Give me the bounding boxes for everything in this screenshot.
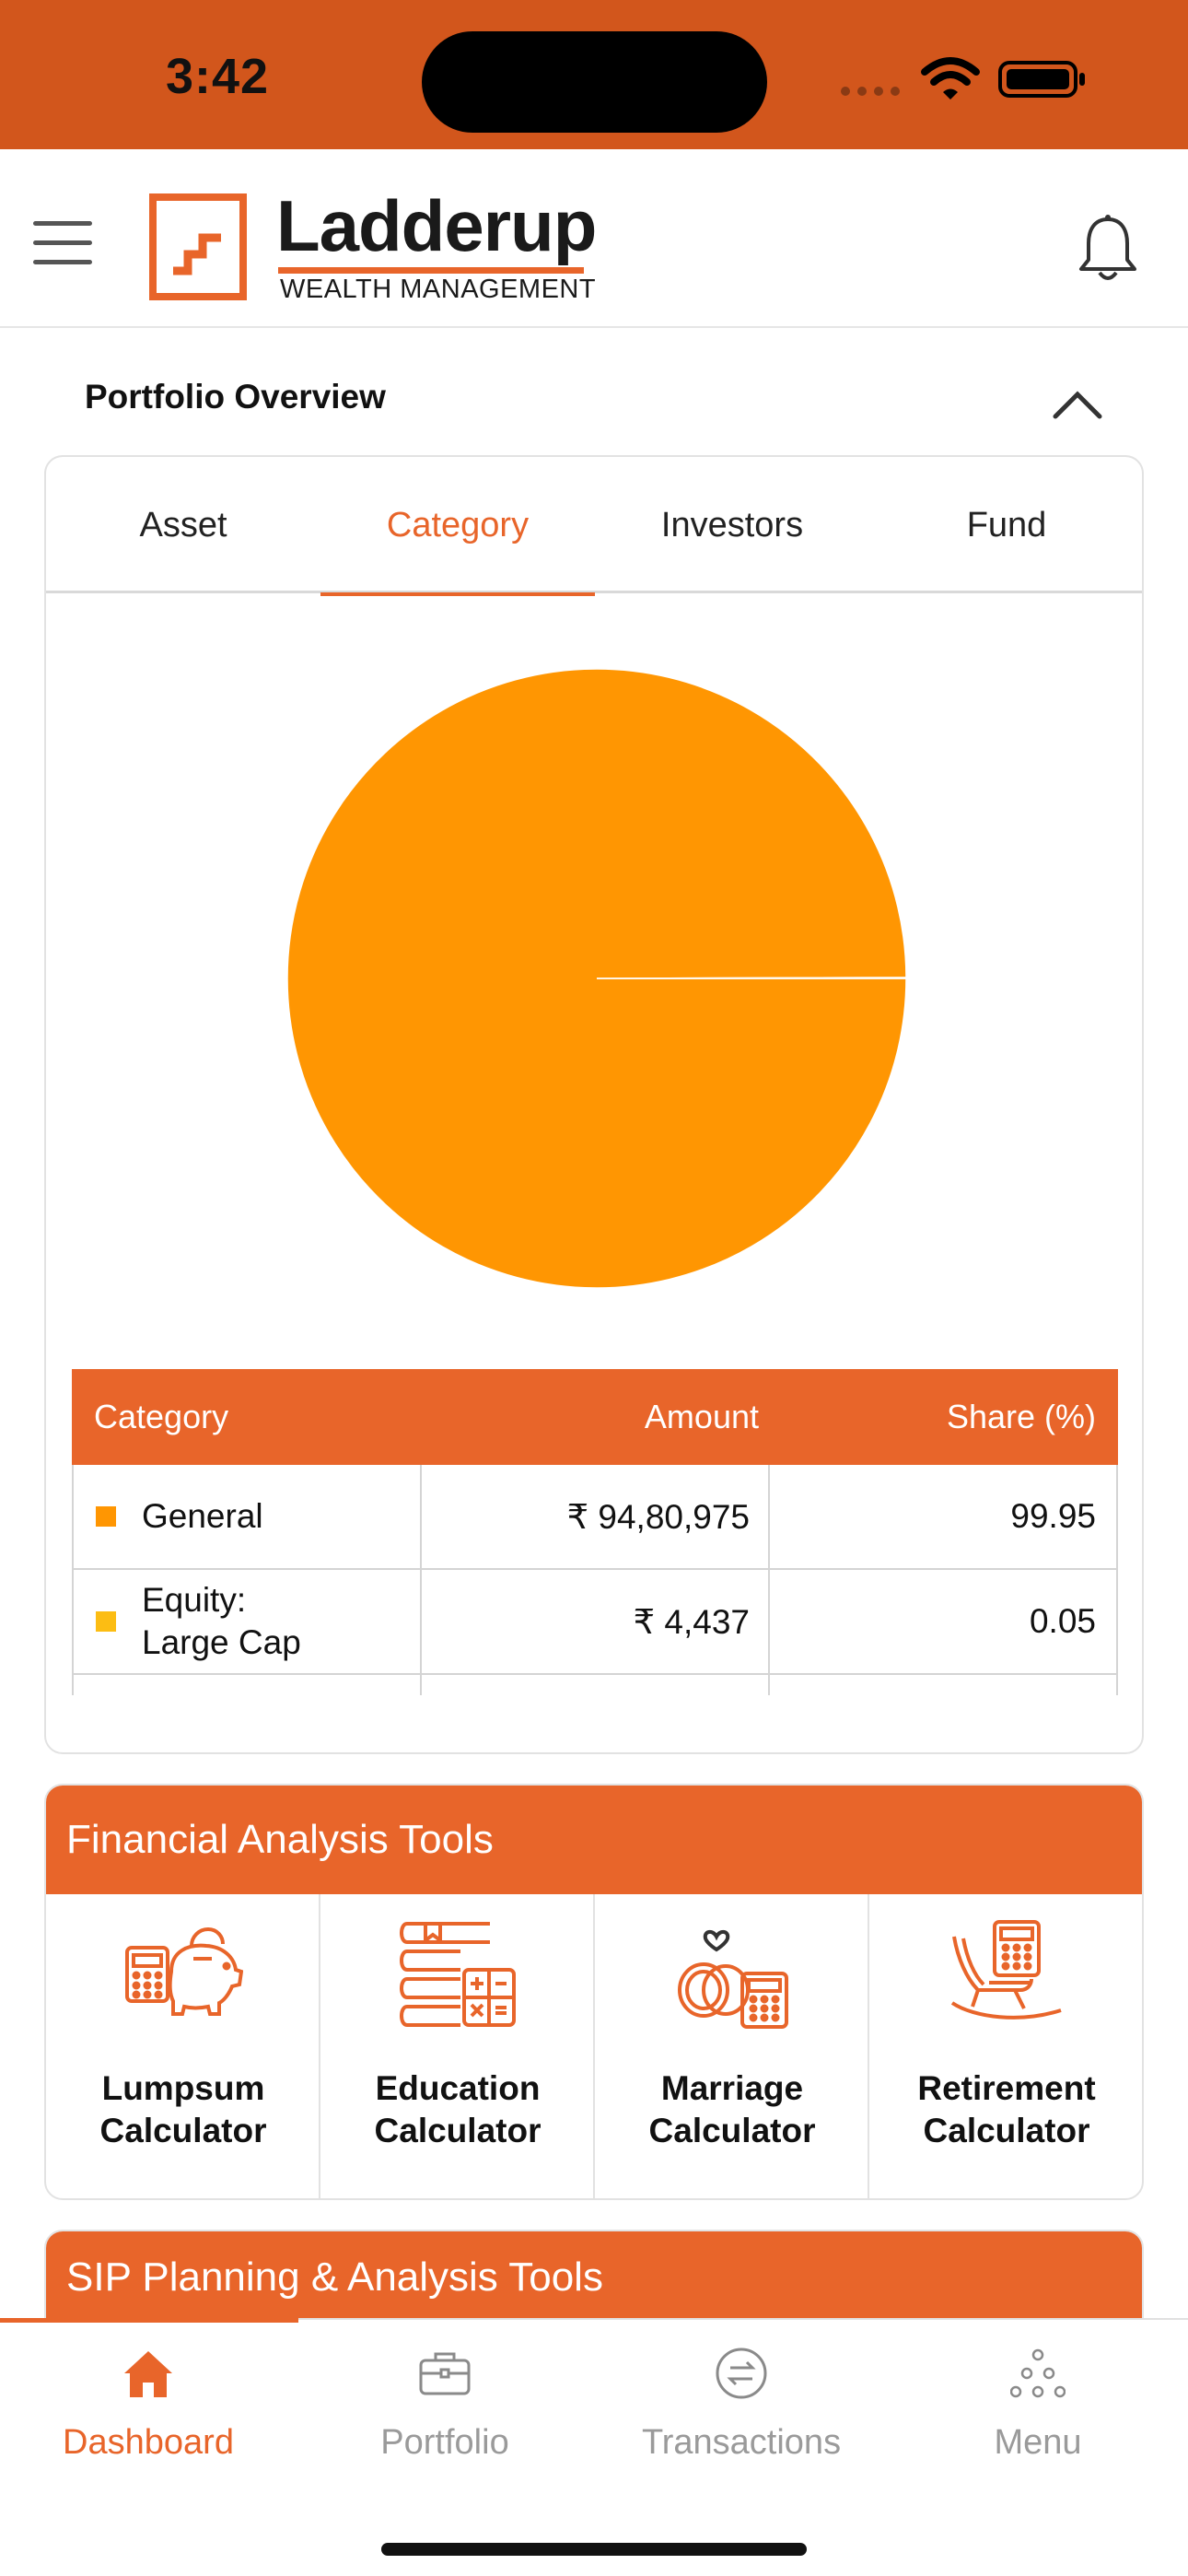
tool-label: Education Calculator [320, 2067, 595, 2152]
row-category: Equity: Large Cap [142, 1570, 301, 1673]
row-amount: ₹ 94,80,975 [566, 1497, 750, 1536]
tab-asset[interactable]: Asset [139, 505, 227, 544]
brand-underline [278, 267, 584, 274]
header-share: Share (%) [946, 1398, 1096, 1435]
portfolio-overview-title: Portfolio Overview [85, 378, 386, 416]
tool-label: Lumpsum Calculator [46, 2067, 320, 2152]
piggy-bank-calculator-icon [125, 1926, 243, 2016]
ladderup-logo-icon [149, 193, 247, 300]
tab-fund[interactable]: Fund [966, 505, 1047, 544]
brand-name: Ladderup [276, 185, 597, 266]
status-bar: 3:42 [0, 0, 1188, 149]
portfolio-card: Asset Category Investors Fund Category A… [44, 455, 1144, 1754]
education-calculator-tile[interactable]: Education Calculator [320, 1894, 595, 2198]
tool-label-line1: Marriage [660, 2069, 804, 2107]
row-amount: ₹ 4,437 [633, 1602, 750, 1641]
tab-category[interactable]: Category [320, 457, 595, 596]
status-time: 3:42 [166, 49, 270, 104]
nav-label: Portfolio [380, 2423, 509, 2462]
tool-label-line1: Lumpsum [101, 2069, 265, 2107]
financial-tools-title: Financial Analysis Tools [46, 1786, 1142, 1894]
legend-swatch [96, 1611, 116, 1632]
tool-label-line1: Retirement [917, 2069, 1096, 2107]
nav-transactions[interactable]: Transactions [593, 2320, 890, 2486]
header-category: Category [94, 1398, 229, 1435]
header-amount: Amount [644, 1398, 759, 1435]
category-pie-chart [286, 668, 907, 1289]
retirement-calculator-tile[interactable]: Retirement Calculator [869, 1894, 1142, 2198]
tool-label-line2: Calculator [99, 2112, 267, 2149]
tab-investors[interactable]: Investors [660, 505, 804, 544]
brand-tagline: WEALTH MANAGEMENT [280, 275, 597, 304]
financial-tools-card: Financial Analysis Tools Lumpsum Calcula… [44, 1784, 1144, 2200]
row-share: 99.95 [1010, 1497, 1096, 1535]
nav-label: Transactions [641, 2423, 842, 2462]
hamburger-icon[interactable] [33, 221, 92, 265]
row-category-line1: Equity: [142, 1581, 247, 1619]
table-header: Category Amount Share (%) [72, 1369, 1118, 1465]
tool-label-line2: Calculator [648, 2112, 816, 2149]
table-row[interactable]: General ₹ 94,80,975 99.95 [72, 1465, 1118, 1570]
chevron-up-icon[interactable] [1050, 387, 1105, 420]
transfer-icon [716, 2348, 767, 2399]
home-indicator [381, 2543, 807, 2556]
signal-dots-icon [841, 87, 900, 96]
tool-label-line2: Calculator [374, 2112, 542, 2149]
sip-tools-card: SIP Planning & Analysis Tools [44, 2230, 1144, 2414]
sip-tools-title: SIP Planning & Analysis Tools [46, 2231, 1142, 2324]
books-calculator-icon [400, 1922, 516, 2027]
active-tab-indicator [0, 2318, 298, 2323]
bell-icon[interactable] [1077, 214, 1138, 284]
rocking-chair-calculator-icon [950, 1920, 1062, 2020]
lumpsum-calculator-tile[interactable]: Lumpsum Calculator [46, 1894, 320, 2198]
nav-portfolio[interactable]: Portfolio [297, 2320, 593, 2486]
battery-icon [998, 61, 1085, 98]
dynamic-island [422, 31, 767, 133]
wifi-icon [921, 57, 980, 100]
tool-label-line1: Education [375, 2069, 541, 2107]
briefcase-icon [419, 2352, 471, 2395]
rings-calculator-icon [678, 1930, 788, 2029]
nav-label: Menu [994, 2423, 1082, 2462]
marriage-calculator-tile[interactable]: Marriage Calculator [595, 1894, 869, 2198]
table-row-partial [72, 1675, 1118, 1695]
tool-label: Marriage Calculator [595, 2067, 869, 2152]
dots-menu-icon [1010, 2348, 1066, 2398]
bottom-navigation: Dashboard Portfolio Transactions Menu [0, 2318, 1188, 2576]
home-icon [124, 2351, 172, 2397]
table-row[interactable]: Equity: Large Cap ₹ 4,437 0.05 [72, 1570, 1118, 1675]
row-category: General [142, 1497, 263, 1535]
nav-label: Dashboard [63, 2423, 234, 2462]
app-header: Ladderup WEALTH MANAGEMENT [0, 149, 1188, 328]
nav-menu[interactable]: Menu [890, 2320, 1186, 2486]
nav-dashboard[interactable]: Dashboard [0, 2320, 297, 2486]
tool-label: Retirement Calculator [869, 2067, 1142, 2152]
portfolio-tabs: Asset Category Investors Fund [46, 457, 1142, 596]
tool-label-line2: Calculator [923, 2112, 1090, 2149]
row-share: 0.05 [1029, 1602, 1096, 1640]
row-category-line2: Large Cap [142, 1623, 301, 1661]
category-table: Category Amount Share (%) General ₹ 94,8… [72, 1369, 1118, 1695]
legend-swatch [96, 1506, 116, 1527]
